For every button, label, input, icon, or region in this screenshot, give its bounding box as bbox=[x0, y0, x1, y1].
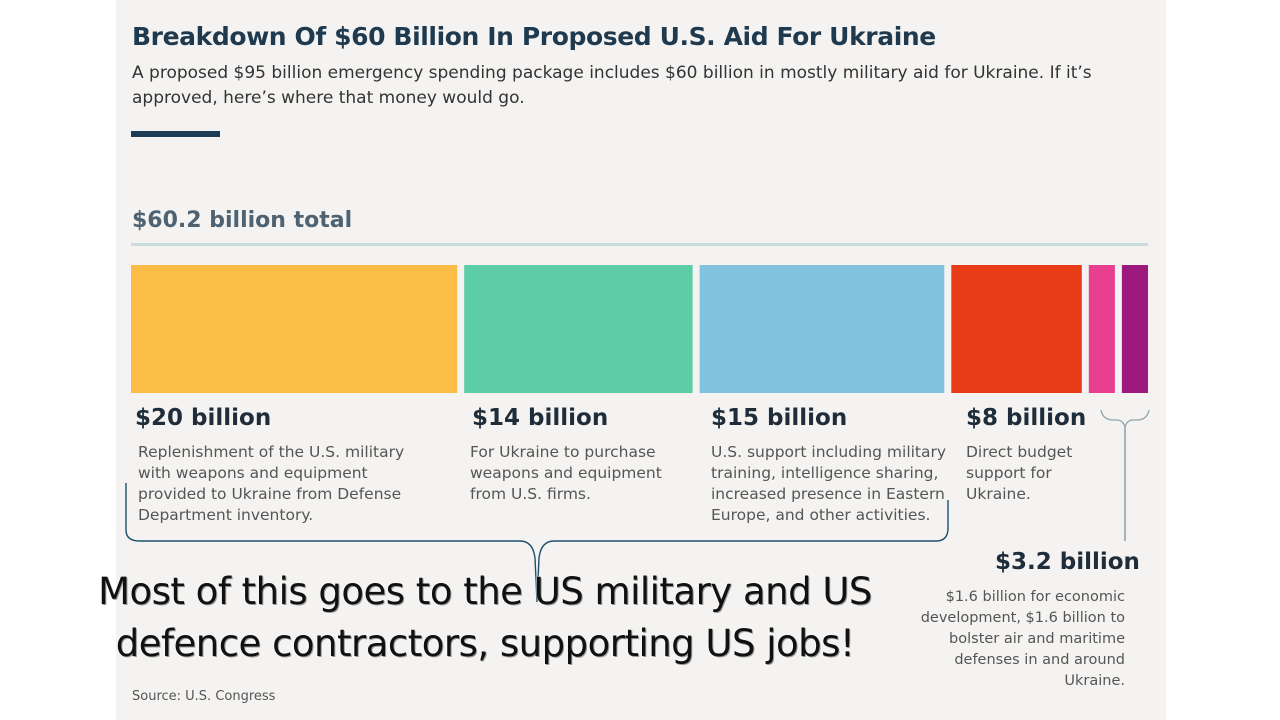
bar-segment-3 bbox=[699, 265, 945, 393]
title-underline bbox=[131, 131, 220, 137]
bar-segment-2 bbox=[464, 265, 693, 393]
segment-2-amount: $14 billion bbox=[472, 405, 609, 431]
segment-4-description: Direct budget support for Ukraine. bbox=[966, 443, 1073, 503]
total-label: $60.2 billion total bbox=[132, 208, 353, 233]
segment-1-amount: $20 billion bbox=[135, 405, 272, 431]
overlay-caption: Most of this goes to the US military and… bbox=[98, 570, 872, 665]
segment-4-amount: $8 billion bbox=[966, 405, 1087, 431]
segment-1-description: Replenishment of the U.S. military with … bbox=[138, 443, 405, 524]
bar-segment-5 bbox=[1088, 265, 1115, 393]
bar-segment-6 bbox=[1121, 265, 1148, 393]
segment-3-description: U.S. support including military training… bbox=[711, 443, 947, 524]
overlay-bracket bbox=[125, 483, 949, 603]
total-rule bbox=[131, 243, 1148, 246]
grouped-brace bbox=[1100, 409, 1150, 429]
grouped-description: $1.6 billion for economic development, $… bbox=[920, 589, 1125, 689]
bar-segment-1 bbox=[131, 265, 458, 393]
grouped-amount: $3.2 billion bbox=[995, 549, 1140, 575]
source-note: Source: U.S. Congress bbox=[132, 689, 276, 704]
bar-segment-4 bbox=[951, 265, 1082, 393]
segment-2-description: For Ukraine to purchase weapons and equi… bbox=[470, 443, 662, 503]
chart-subtitle: A proposed $95 billion emergency spendin… bbox=[132, 63, 1092, 108]
segment-3-amount: $15 billion bbox=[711, 405, 848, 431]
chart-title: Breakdown Of $60 Billion In Proposed U.S… bbox=[132, 22, 936, 51]
